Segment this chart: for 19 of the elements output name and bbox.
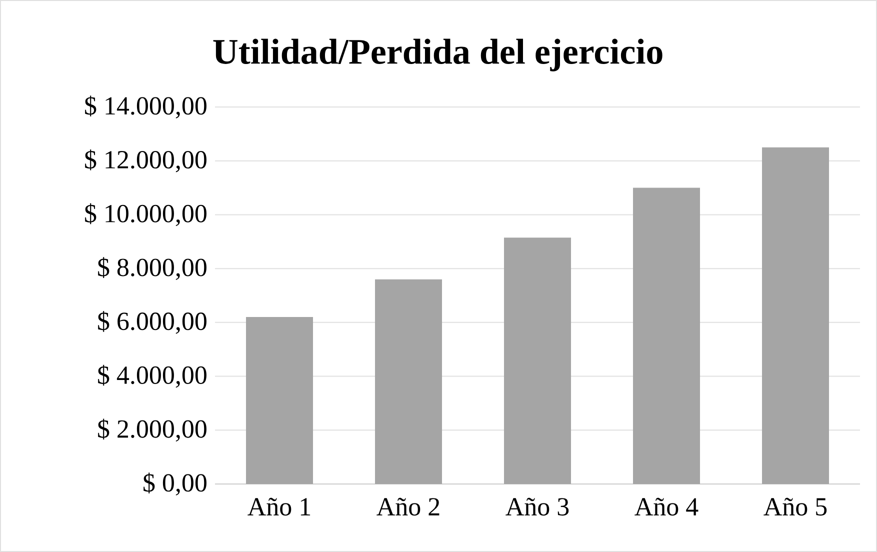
bar <box>375 279 442 484</box>
bar <box>762 147 830 484</box>
y-tick-label: $ 0,00 <box>144 472 206 496</box>
y-tick-label: $ 4.000,00 <box>98 364 206 388</box>
x-tick-label: Año 4 <box>634 498 698 516</box>
bar <box>504 238 572 484</box>
bar <box>246 317 314 484</box>
x-tick-label: Año 1 <box>248 498 310 516</box>
y-tick-label: $ 12.000,00 <box>85 149 206 172</box>
y-tick-label: $ 6.000,00 <box>98 311 206 334</box>
y-tick-label: $ 8.000,00 <box>98 257 206 280</box>
y-tick-label: $ 14.000,00 <box>85 96 206 118</box>
x-tick-label: Año 5 <box>764 498 827 516</box>
x-tick-label: Año 2 <box>376 498 440 516</box>
y-tick-label: $ 2.000,00 <box>98 418 206 442</box>
chart-title: Utilidad/Perdida del ejercicio <box>213 38 662 72</box>
bar <box>633 188 700 484</box>
y-tick-label: $ 10.000,00 <box>85 203 206 226</box>
x-tick-label: Año 3 <box>506 498 569 516</box>
